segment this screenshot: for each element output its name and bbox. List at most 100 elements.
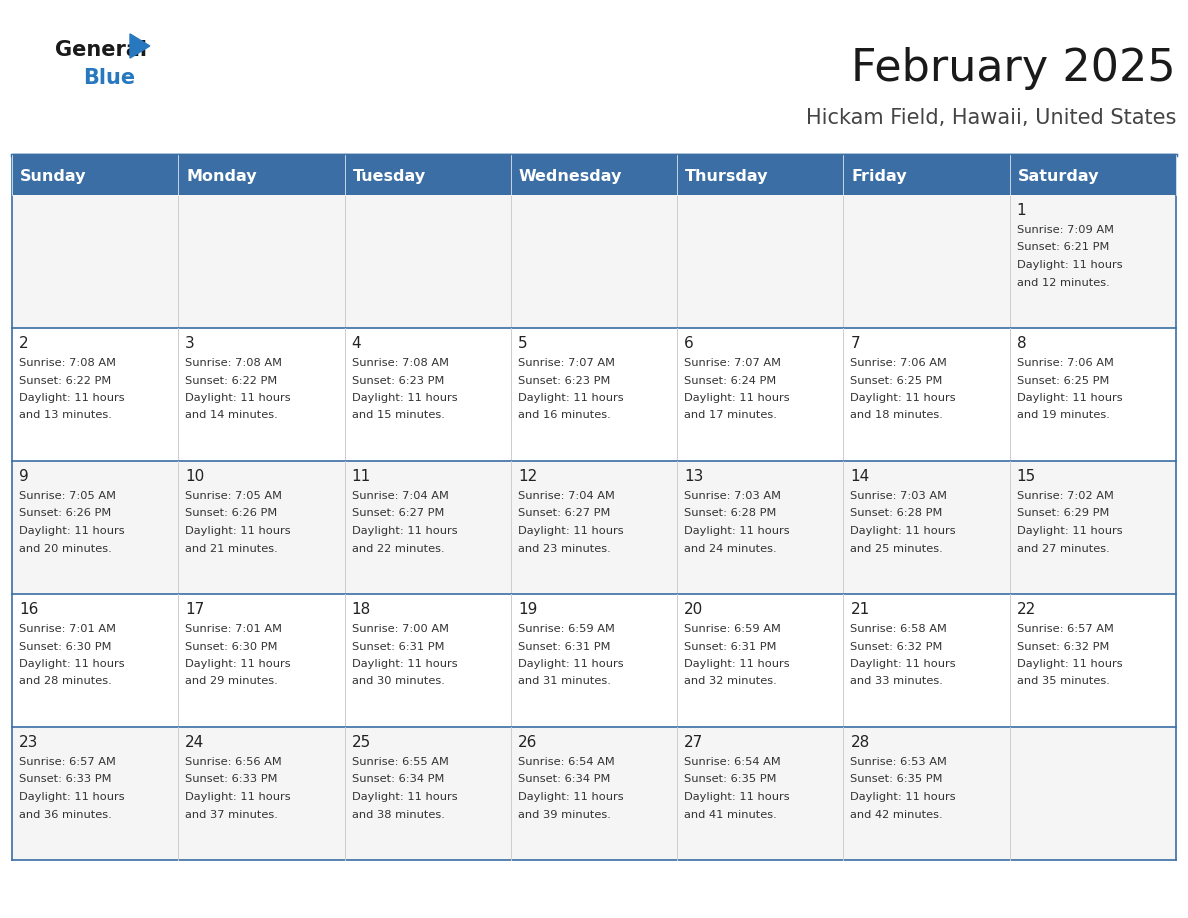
Text: Daylight: 11 hours: Daylight: 11 hours [518, 659, 624, 669]
Text: 11: 11 [352, 469, 371, 484]
Text: Daylight: 11 hours: Daylight: 11 hours [1017, 260, 1123, 270]
Text: Daylight: 11 hours: Daylight: 11 hours [185, 393, 291, 403]
Text: and 29 minutes.: and 29 minutes. [185, 677, 278, 687]
Text: Sunset: 6:26 PM: Sunset: 6:26 PM [19, 509, 112, 519]
Text: Hickam Field, Hawaii, United States: Hickam Field, Hawaii, United States [805, 108, 1176, 128]
Text: Sunset: 6:30 PM: Sunset: 6:30 PM [19, 642, 112, 652]
Text: Daylight: 11 hours: Daylight: 11 hours [352, 393, 457, 403]
Text: General: General [55, 40, 147, 60]
Text: 28: 28 [851, 735, 870, 750]
Text: Daylight: 11 hours: Daylight: 11 hours [19, 659, 125, 669]
Text: Daylight: 11 hours: Daylight: 11 hours [1017, 659, 1123, 669]
Text: Daylight: 11 hours: Daylight: 11 hours [1017, 526, 1123, 536]
Text: Sunset: 6:28 PM: Sunset: 6:28 PM [851, 509, 943, 519]
Text: 21: 21 [851, 602, 870, 617]
Text: and 30 minutes.: and 30 minutes. [352, 677, 444, 687]
Text: and 42 minutes.: and 42 minutes. [851, 810, 943, 820]
Text: and 39 minutes.: and 39 minutes. [518, 810, 611, 820]
Text: Sunset: 6:24 PM: Sunset: 6:24 PM [684, 375, 777, 386]
Text: Sunrise: 6:53 AM: Sunrise: 6:53 AM [851, 757, 947, 767]
Text: Blue: Blue [83, 68, 135, 88]
Text: 26: 26 [518, 735, 537, 750]
Text: and 17 minutes.: and 17 minutes. [684, 410, 777, 420]
Bar [12, 727, 1176, 860]
Bar [511, 155, 677, 195]
Bar [178, 155, 345, 195]
Text: Daylight: 11 hours: Daylight: 11 hours [684, 393, 790, 403]
Text: 6: 6 [684, 336, 694, 351]
Text: 14: 14 [851, 469, 870, 484]
Text: Sunset: 6:25 PM: Sunset: 6:25 PM [1017, 375, 1110, 386]
Bar [12, 328, 1176, 461]
Text: Sunrise: 7:00 AM: Sunrise: 7:00 AM [352, 624, 449, 634]
Text: Sunset: 6:29 PM: Sunset: 6:29 PM [1017, 509, 1110, 519]
Text: Daylight: 11 hours: Daylight: 11 hours [684, 526, 790, 536]
Text: and 35 minutes.: and 35 minutes. [1017, 677, 1110, 687]
Text: 20: 20 [684, 602, 703, 617]
Text: Sunset: 6:34 PM: Sunset: 6:34 PM [518, 775, 611, 785]
Text: and 36 minutes.: and 36 minutes. [19, 810, 112, 820]
Text: 15: 15 [1017, 469, 1036, 484]
Text: 5: 5 [518, 336, 527, 351]
Text: Daylight: 11 hours: Daylight: 11 hours [518, 393, 624, 403]
Text: Monday: Monday [187, 169, 257, 184]
Text: and 19 minutes.: and 19 minutes. [1017, 410, 1110, 420]
Text: Sunset: 6:31 PM: Sunset: 6:31 PM [352, 642, 444, 652]
Text: 27: 27 [684, 735, 703, 750]
Bar [12, 195, 1176, 328]
Text: Sunrise: 6:57 AM: Sunrise: 6:57 AM [19, 757, 116, 767]
Text: Sunset: 6:35 PM: Sunset: 6:35 PM [851, 775, 943, 785]
Text: Sunrise: 7:08 AM: Sunrise: 7:08 AM [352, 358, 449, 368]
Text: Daylight: 11 hours: Daylight: 11 hours [19, 393, 125, 403]
Text: Sunset: 6:27 PM: Sunset: 6:27 PM [352, 509, 444, 519]
Text: 9: 9 [19, 469, 29, 484]
Text: 17: 17 [185, 602, 204, 617]
Text: Daylight: 11 hours: Daylight: 11 hours [185, 792, 291, 802]
Text: 24: 24 [185, 735, 204, 750]
Text: Daylight: 11 hours: Daylight: 11 hours [352, 792, 457, 802]
Text: and 23 minutes.: and 23 minutes. [518, 543, 611, 554]
Text: Sunrise: 6:59 AM: Sunrise: 6:59 AM [684, 624, 781, 634]
Text: and 13 minutes.: and 13 minutes. [19, 410, 112, 420]
Text: and 24 minutes.: and 24 minutes. [684, 543, 777, 554]
Text: 12: 12 [518, 469, 537, 484]
Text: and 18 minutes.: and 18 minutes. [851, 410, 943, 420]
Text: Saturday: Saturday [1018, 169, 1099, 184]
Text: 3: 3 [185, 336, 195, 351]
Text: 8: 8 [1017, 336, 1026, 351]
Text: and 27 minutes.: and 27 minutes. [1017, 543, 1110, 554]
Text: and 31 minutes.: and 31 minutes. [518, 677, 611, 687]
Text: Sunrise: 6:54 AM: Sunrise: 6:54 AM [518, 757, 614, 767]
Text: Sunrise: 7:08 AM: Sunrise: 7:08 AM [185, 358, 283, 368]
Text: Daylight: 11 hours: Daylight: 11 hours [19, 526, 125, 536]
Text: Sunset: 6:25 PM: Sunset: 6:25 PM [851, 375, 943, 386]
Text: Sunrise: 7:08 AM: Sunrise: 7:08 AM [19, 358, 116, 368]
Text: 22: 22 [1017, 602, 1036, 617]
Text: Sunrise: 7:04 AM: Sunrise: 7:04 AM [518, 491, 614, 501]
Text: and 28 minutes.: and 28 minutes. [19, 677, 112, 687]
Text: Sunset: 6:23 PM: Sunset: 6:23 PM [518, 375, 611, 386]
Text: Sunrise: 7:07 AM: Sunrise: 7:07 AM [684, 358, 782, 368]
Bar [843, 155, 1010, 195]
Bar [12, 594, 1176, 727]
Text: Thursday: Thursday [685, 169, 769, 184]
Text: Sunrise: 6:56 AM: Sunrise: 6:56 AM [185, 757, 282, 767]
Text: and 32 minutes.: and 32 minutes. [684, 677, 777, 687]
Text: and 15 minutes.: and 15 minutes. [352, 410, 444, 420]
Text: 19: 19 [518, 602, 537, 617]
Text: Sunset: 6:31 PM: Sunset: 6:31 PM [518, 642, 611, 652]
Text: Sunset: 6:26 PM: Sunset: 6:26 PM [185, 509, 278, 519]
Text: Tuesday: Tuesday [353, 169, 425, 184]
Text: Sunrise: 7:05 AM: Sunrise: 7:05 AM [19, 491, 116, 501]
Text: and 38 minutes.: and 38 minutes. [352, 810, 444, 820]
Text: Sunrise: 6:57 AM: Sunrise: 6:57 AM [1017, 624, 1113, 634]
Text: Daylight: 11 hours: Daylight: 11 hours [185, 526, 291, 536]
Text: 18: 18 [352, 602, 371, 617]
Text: Sunset: 6:35 PM: Sunset: 6:35 PM [684, 775, 777, 785]
Text: Sunrise: 7:03 AM: Sunrise: 7:03 AM [851, 491, 947, 501]
Text: Sunset: 6:22 PM: Sunset: 6:22 PM [185, 375, 278, 386]
Polygon shape [129, 34, 150, 58]
Bar [12, 155, 178, 195]
Text: February 2025: February 2025 [852, 47, 1176, 89]
Text: Daylight: 11 hours: Daylight: 11 hours [352, 526, 457, 536]
